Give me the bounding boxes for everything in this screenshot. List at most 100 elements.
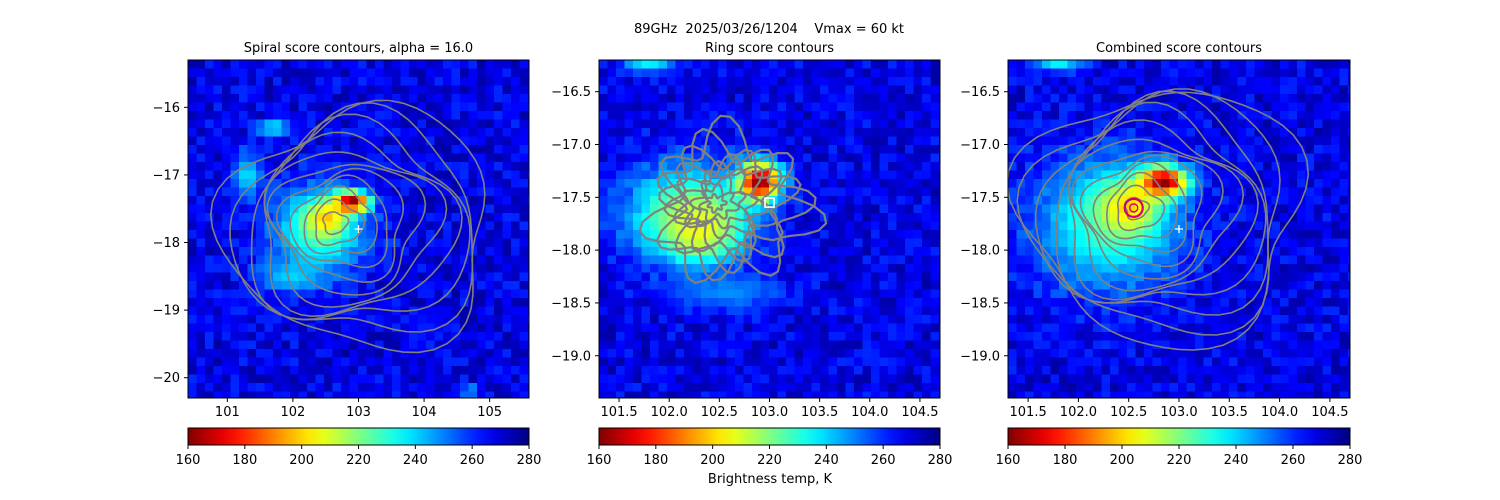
heat-cell	[222, 374, 232, 384]
heat-cell	[1101, 264, 1111, 274]
heat-cell	[273, 153, 283, 163]
heat-cell	[434, 374, 444, 384]
heat-cell	[1101, 247, 1111, 257]
heat-cell	[752, 136, 762, 146]
heat-cell	[315, 323, 325, 333]
heat-cell	[692, 170, 702, 180]
heat-cell	[1127, 94, 1137, 104]
heat-cell	[375, 128, 385, 138]
heat-cell	[718, 145, 728, 155]
heat-cell	[307, 213, 317, 223]
heat-cell	[366, 111, 376, 121]
heat-cell	[1016, 230, 1026, 240]
heat-cell	[930, 366, 940, 376]
heat-cell	[1067, 162, 1077, 172]
heat-cell	[451, 315, 461, 325]
heat-cell	[1033, 204, 1043, 214]
heat-cell	[658, 179, 668, 189]
heat-cell	[426, 391, 436, 398]
heat-cell	[633, 383, 643, 393]
heat-cell	[485, 238, 495, 248]
heat-cell	[1084, 111, 1094, 121]
heat-cell	[777, 111, 787, 121]
heat-cell	[650, 94, 660, 104]
heat-cell	[341, 204, 351, 214]
heat-cell	[1331, 213, 1341, 223]
heat-cell	[256, 349, 266, 359]
heat-cell	[256, 162, 266, 172]
heat-cell	[1076, 366, 1086, 376]
heat-cell	[1025, 230, 1035, 240]
heat-cell	[188, 213, 198, 223]
heat-cell	[709, 238, 719, 248]
heat-cell	[607, 187, 617, 197]
heat-cell	[205, 145, 215, 155]
heat-cell	[624, 230, 634, 240]
heat-cell	[607, 162, 617, 172]
heat-cell	[1084, 323, 1094, 333]
heat-cell	[213, 179, 223, 189]
heat-cell	[1195, 162, 1205, 172]
heat-cell	[1186, 77, 1196, 87]
heat-cell	[443, 68, 453, 78]
heat-cell	[624, 357, 634, 367]
heat-cell	[820, 289, 830, 299]
heat-cell	[502, 340, 512, 350]
heat-cell	[239, 323, 249, 333]
heat-cell	[616, 264, 626, 274]
heat-cell	[375, 323, 385, 333]
heat-cell	[709, 281, 719, 291]
heat-cell	[434, 204, 444, 214]
heat-cell	[922, 374, 932, 384]
heat-cell	[392, 102, 402, 112]
heat-cell	[803, 136, 813, 146]
heat-cell	[1246, 111, 1256, 121]
heat-cell	[239, 264, 249, 274]
heat-cell	[273, 162, 283, 172]
heat-cell	[879, 136, 889, 146]
heat-cell	[417, 374, 427, 384]
heat-cell	[718, 179, 728, 189]
heat-cell	[1152, 281, 1162, 291]
heat-cell	[273, 60, 283, 70]
heat-cell	[205, 391, 215, 398]
heat-cell	[392, 179, 402, 189]
heat-cell	[290, 315, 300, 325]
heat-cell	[358, 230, 368, 240]
heat-cell	[1229, 221, 1239, 231]
heat-cell	[349, 255, 359, 265]
heat-cell	[358, 357, 368, 367]
heat-cell	[1135, 170, 1145, 180]
heat-cell	[383, 357, 393, 367]
heat-cell	[366, 349, 376, 359]
heat-cell	[1025, 196, 1035, 206]
heat-cell	[247, 315, 257, 325]
heat-cell	[1254, 340, 1264, 350]
heat-cell	[650, 85, 660, 95]
heat-cell	[820, 298, 830, 308]
heat-cell	[879, 349, 889, 359]
heat-cell	[794, 383, 804, 393]
heat-cell	[239, 77, 249, 87]
heat-cell	[392, 238, 402, 248]
heat-cell	[400, 68, 410, 78]
heat-cell	[256, 357, 266, 367]
heat-cell	[349, 128, 359, 138]
heat-cell	[1025, 85, 1035, 95]
heat-cell	[468, 94, 478, 104]
heat-cell	[726, 281, 736, 291]
heat-cell	[862, 77, 872, 87]
heat-cell	[1033, 332, 1043, 342]
heat-cell	[752, 77, 762, 87]
heat-cell	[1008, 213, 1018, 223]
heat-cell	[264, 357, 274, 367]
heat-cell	[888, 111, 898, 121]
heat-cell	[633, 272, 643, 282]
heat-cell	[1280, 230, 1290, 240]
heat-cell	[1195, 315, 1205, 325]
heat-cell	[383, 162, 393, 172]
heat-cell	[1059, 306, 1069, 316]
heat-cell	[264, 145, 274, 155]
heat-cell	[871, 221, 881, 231]
heat-cell	[879, 255, 889, 265]
